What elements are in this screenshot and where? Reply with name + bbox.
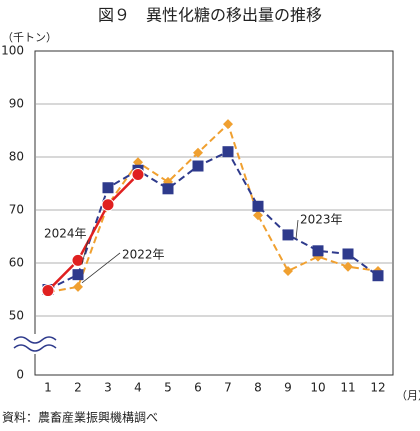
x-tick-label: 5	[164, 381, 172, 395]
point	[372, 270, 384, 282]
point	[223, 119, 233, 130]
x-tick-label: 1	[44, 381, 52, 395]
point	[252, 200, 264, 212]
point	[192, 160, 204, 172]
series-line	[47, 122, 379, 294]
y-tick-label: 100	[1, 44, 24, 58]
plot-frame	[34, 50, 394, 376]
point	[131, 167, 145, 181]
point	[282, 229, 294, 241]
legend-label: 2023年	[300, 213, 343, 227]
y-tick-label: 90	[9, 97, 24, 111]
x-tick-label: 11	[340, 381, 355, 395]
leader-line	[81, 239, 89, 265]
x-tick-label: 3	[104, 381, 112, 395]
y-tick-label: 70	[9, 203, 24, 217]
x-tick-label: 6	[194, 381, 202, 395]
point	[313, 251, 323, 262]
point	[102, 182, 114, 194]
x-tick-label: 9	[284, 381, 292, 395]
y-tick-label: 60	[9, 256, 24, 270]
point	[193, 147, 203, 158]
point	[71, 253, 85, 267]
axis-break	[13, 334, 57, 354]
x-tick-label: 10	[310, 381, 325, 395]
y-tick-label: 50	[9, 309, 24, 323]
y-axis-label: （千トン）	[2, 31, 57, 44]
point	[101, 198, 115, 212]
point	[41, 284, 55, 298]
point	[343, 261, 353, 272]
leader-line	[295, 219, 299, 239]
legend-label: 2022年	[122, 248, 165, 262]
series-line	[47, 173, 139, 292]
point	[73, 281, 83, 292]
y-tick-label: 0	[16, 368, 24, 382]
y-tick-label: 80	[9, 150, 24, 164]
x-tick-label: 12	[370, 381, 385, 395]
point	[342, 248, 354, 260]
x-tick-label: 7	[224, 381, 232, 395]
point	[283, 265, 293, 276]
leader-line	[81, 252, 121, 284]
x-tick-label: 4	[134, 381, 142, 395]
chart-title: 図９ 異性化糖の移出量の推移	[98, 6, 322, 25]
point	[222, 146, 234, 158]
point	[72, 269, 84, 281]
x-tick-label: 8	[254, 381, 262, 395]
source: 資料：農畜産業振興機構調べ	[2, 410, 158, 425]
point	[253, 210, 263, 221]
x-axis-label: （月）	[396, 389, 420, 402]
point	[312, 245, 324, 257]
x-tick-label: 2	[74, 381, 82, 395]
legend-label: 2024年	[44, 227, 87, 241]
point	[162, 183, 174, 195]
